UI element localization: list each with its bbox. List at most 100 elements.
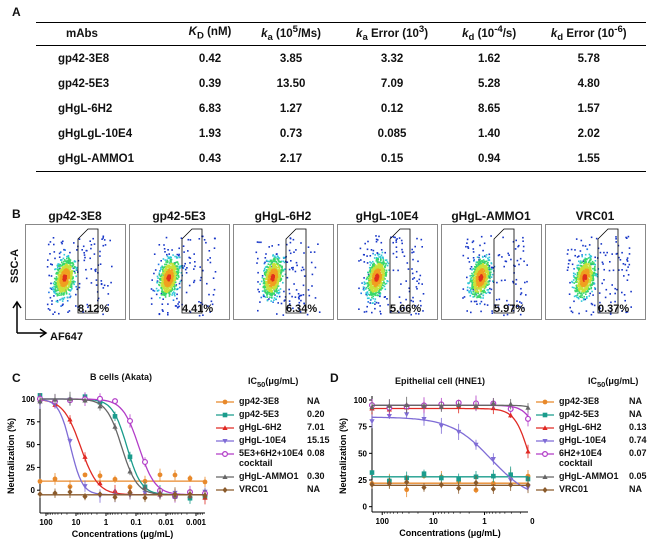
flow-event [278,267,280,269]
flow-event [103,239,106,241]
flow-event [474,288,476,290]
flow-event [490,262,493,264]
flow-event [366,297,369,300]
flow-event [599,251,602,254]
flow-event [314,266,317,269]
flow-event [156,275,159,278]
flow-event [482,294,484,297]
flow-event [369,287,372,290]
flow-event [576,271,579,274]
flow-event [267,290,269,293]
flow-event [59,267,61,270]
flow-event [472,276,474,278]
flow-event [365,292,368,295]
flow-event [592,279,595,282]
flow-event [60,265,63,267]
flow-event [308,294,311,297]
flow-event [380,284,382,287]
flow-event [257,271,259,274]
flow-event [93,243,96,245]
flow-event [371,266,373,268]
flow-event [159,297,161,299]
flow-event [624,299,626,302]
flow-event [472,251,475,253]
flow-event [368,297,370,299]
flow-event [422,310,424,312]
flow-event [58,282,60,285]
flow-event [466,289,469,292]
flow-event [94,269,96,271]
flow-event [280,279,282,281]
flow-event [377,271,380,273]
flow-event [380,281,382,284]
flow-event [151,279,153,281]
flow-event [379,295,381,298]
flow-event [65,289,68,291]
flow-event [212,277,215,279]
flow-event [371,296,373,299]
flow-event [482,259,485,261]
flow-event [572,272,575,275]
flow-event [262,277,265,280]
flow-event [372,292,374,294]
flow-event [363,283,366,285]
flow-event [609,261,611,263]
flow-event [474,266,476,268]
flow-event [184,262,186,265]
flow-event [90,244,93,246]
flow-event [387,280,389,283]
flow-event [475,282,477,285]
flow-event [478,263,481,266]
flow-event [55,279,58,281]
flow-event [280,302,283,305]
cell-mab: gp42-3E8 [58,52,110,65]
flow-event [176,306,179,309]
flow-event [167,289,170,292]
flow-event [185,272,188,274]
flow-event [588,253,591,256]
flow-event [609,313,612,315]
flow-event [465,245,467,248]
flow-event [622,263,625,265]
flow-event [589,280,592,283]
flow-event [178,253,180,256]
flow-event [311,273,314,276]
flow-event [463,296,466,298]
flow-event [172,271,175,273]
flow-event [470,277,473,279]
flow-event [272,255,274,257]
flow-event [92,237,94,240]
flow-event [579,269,581,272]
flow-event [518,244,520,247]
flow-event [55,290,57,292]
flow-event [384,266,386,269]
flow-event [59,283,62,286]
kinetics-table: mAbs KD (nM) ka (105/Ms) ka Error (103) … [36,22,646,172]
flow-event [589,277,591,280]
flow-event [264,274,267,277]
flow-event [264,274,267,276]
flow-event [376,291,379,294]
flow-event [583,281,586,284]
flow-event [591,270,593,273]
flow-event [476,264,478,267]
flow-event [603,279,605,281]
flow-event [167,284,170,286]
flow-event [583,263,586,266]
flow-event [621,269,623,271]
flow-event [104,307,107,310]
flow-event [372,283,374,286]
flow-event [53,243,55,246]
flow-event [396,238,398,240]
flow-event [482,291,485,294]
flow-event [576,287,578,289]
flow-event [361,282,363,284]
flow-event [307,246,310,248]
flow-event [368,266,371,269]
flow-event [64,249,66,251]
flow-event [476,295,479,297]
flow-event [599,301,601,304]
flow-event [383,262,386,264]
flow-event [581,296,584,299]
flow-event [373,290,375,292]
